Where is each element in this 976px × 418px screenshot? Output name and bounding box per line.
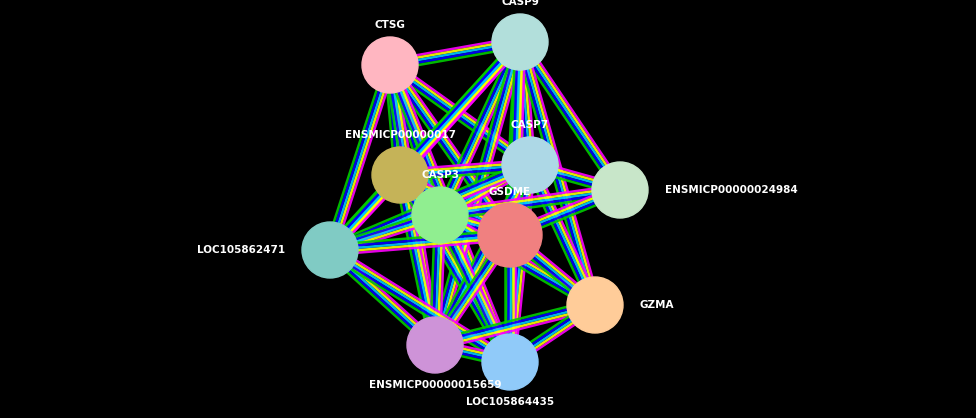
Circle shape: [407, 317, 463, 373]
Circle shape: [567, 277, 623, 333]
Text: ENSMICP00000024984: ENSMICP00000024984: [665, 185, 797, 195]
Text: GSDME: GSDME: [489, 187, 531, 197]
Text: LOC105864435: LOC105864435: [466, 397, 554, 407]
Text: CASP7: CASP7: [511, 120, 549, 130]
Circle shape: [302, 222, 358, 278]
Circle shape: [362, 37, 418, 93]
Text: GZMA: GZMA: [640, 300, 674, 310]
Text: CASP9: CASP9: [501, 0, 539, 7]
Circle shape: [482, 334, 538, 390]
Circle shape: [502, 137, 558, 193]
Text: LOC105862471: LOC105862471: [197, 245, 285, 255]
Text: CASP3: CASP3: [421, 170, 459, 180]
Text: ENSMICP00000015659: ENSMICP00000015659: [369, 380, 502, 390]
Circle shape: [372, 147, 428, 203]
Circle shape: [478, 203, 542, 267]
Circle shape: [592, 162, 648, 218]
Text: CTSG: CTSG: [375, 20, 405, 30]
Text: ENSMICP00000017: ENSMICP00000017: [345, 130, 456, 140]
Circle shape: [412, 187, 468, 243]
Circle shape: [492, 14, 548, 70]
